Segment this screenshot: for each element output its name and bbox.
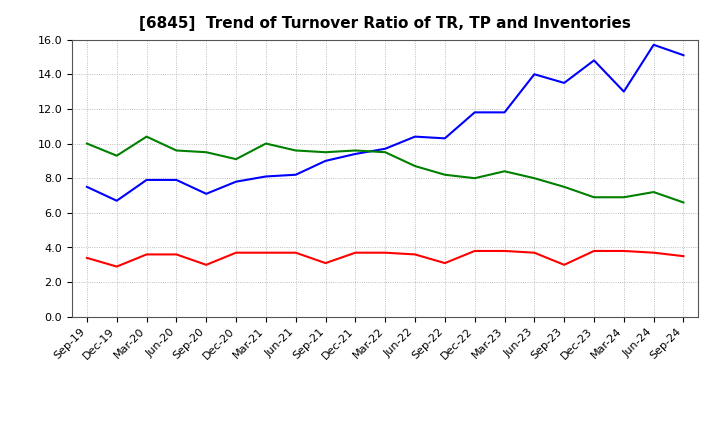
Trade Receivables	[649, 250, 658, 255]
Trade Receivables	[470, 248, 479, 253]
Trade Receivables	[560, 262, 569, 268]
Inventories	[232, 157, 240, 162]
Trade Payables	[292, 172, 300, 177]
Inventories	[381, 150, 390, 155]
Inventories	[560, 184, 569, 190]
Trade Payables	[410, 134, 419, 139]
Trade Payables	[530, 72, 539, 77]
Trade Receivables	[679, 253, 688, 259]
Inventories	[172, 148, 181, 153]
Trade Receivables	[441, 260, 449, 266]
Trade Receivables	[500, 248, 509, 253]
Inventories	[530, 176, 539, 181]
Trade Payables	[619, 89, 628, 94]
Inventories	[470, 176, 479, 181]
Inventories	[500, 169, 509, 174]
Trade Payables	[351, 151, 360, 157]
Inventories	[112, 153, 121, 158]
Trade Receivables	[351, 250, 360, 255]
Trade Payables	[560, 80, 569, 85]
Inventories	[292, 148, 300, 153]
Inventories	[649, 189, 658, 194]
Inventories	[590, 194, 598, 200]
Trade Payables	[112, 198, 121, 203]
Trade Receivables	[381, 250, 390, 255]
Inventories	[321, 150, 330, 155]
Inventories	[679, 200, 688, 205]
Inventories	[441, 172, 449, 177]
Trade Payables	[470, 110, 479, 115]
Trade Payables	[649, 42, 658, 48]
Trade Payables	[500, 110, 509, 115]
Trade Receivables	[292, 250, 300, 255]
Trade Payables	[679, 52, 688, 58]
Inventories	[143, 134, 151, 139]
Line: Trade Receivables: Trade Receivables	[87, 251, 683, 267]
Trade Receivables	[321, 260, 330, 266]
Inventories	[202, 150, 210, 155]
Trade Payables	[381, 146, 390, 151]
Trade Receivables	[202, 262, 210, 268]
Trade Payables	[261, 174, 270, 179]
Trade Payables	[441, 136, 449, 141]
Inventories	[351, 148, 360, 153]
Trade Payables	[83, 184, 91, 190]
Trade Receivables	[143, 252, 151, 257]
Inventories	[619, 194, 628, 200]
Trade Receivables	[261, 250, 270, 255]
Trade Payables	[172, 177, 181, 183]
Trade Payables	[321, 158, 330, 164]
Line: Trade Payables: Trade Payables	[87, 45, 683, 201]
Trade Receivables	[232, 250, 240, 255]
Trade Receivables	[83, 255, 91, 260]
Inventories	[410, 163, 419, 169]
Trade Receivables	[619, 248, 628, 253]
Trade Payables	[232, 179, 240, 184]
Trade Payables	[590, 58, 598, 63]
Trade Payables	[143, 177, 151, 183]
Trade Payables	[202, 191, 210, 196]
Inventories	[83, 141, 91, 146]
Trade Receivables	[410, 252, 419, 257]
Inventories	[261, 141, 270, 146]
Trade Receivables	[172, 252, 181, 257]
Trade Receivables	[112, 264, 121, 269]
Trade Receivables	[530, 250, 539, 255]
Line: Inventories: Inventories	[87, 136, 683, 202]
Title: [6845]  Trend of Turnover Ratio of TR, TP and Inventories: [6845] Trend of Turnover Ratio of TR, TP…	[139, 16, 631, 32]
Trade Receivables	[590, 248, 598, 253]
